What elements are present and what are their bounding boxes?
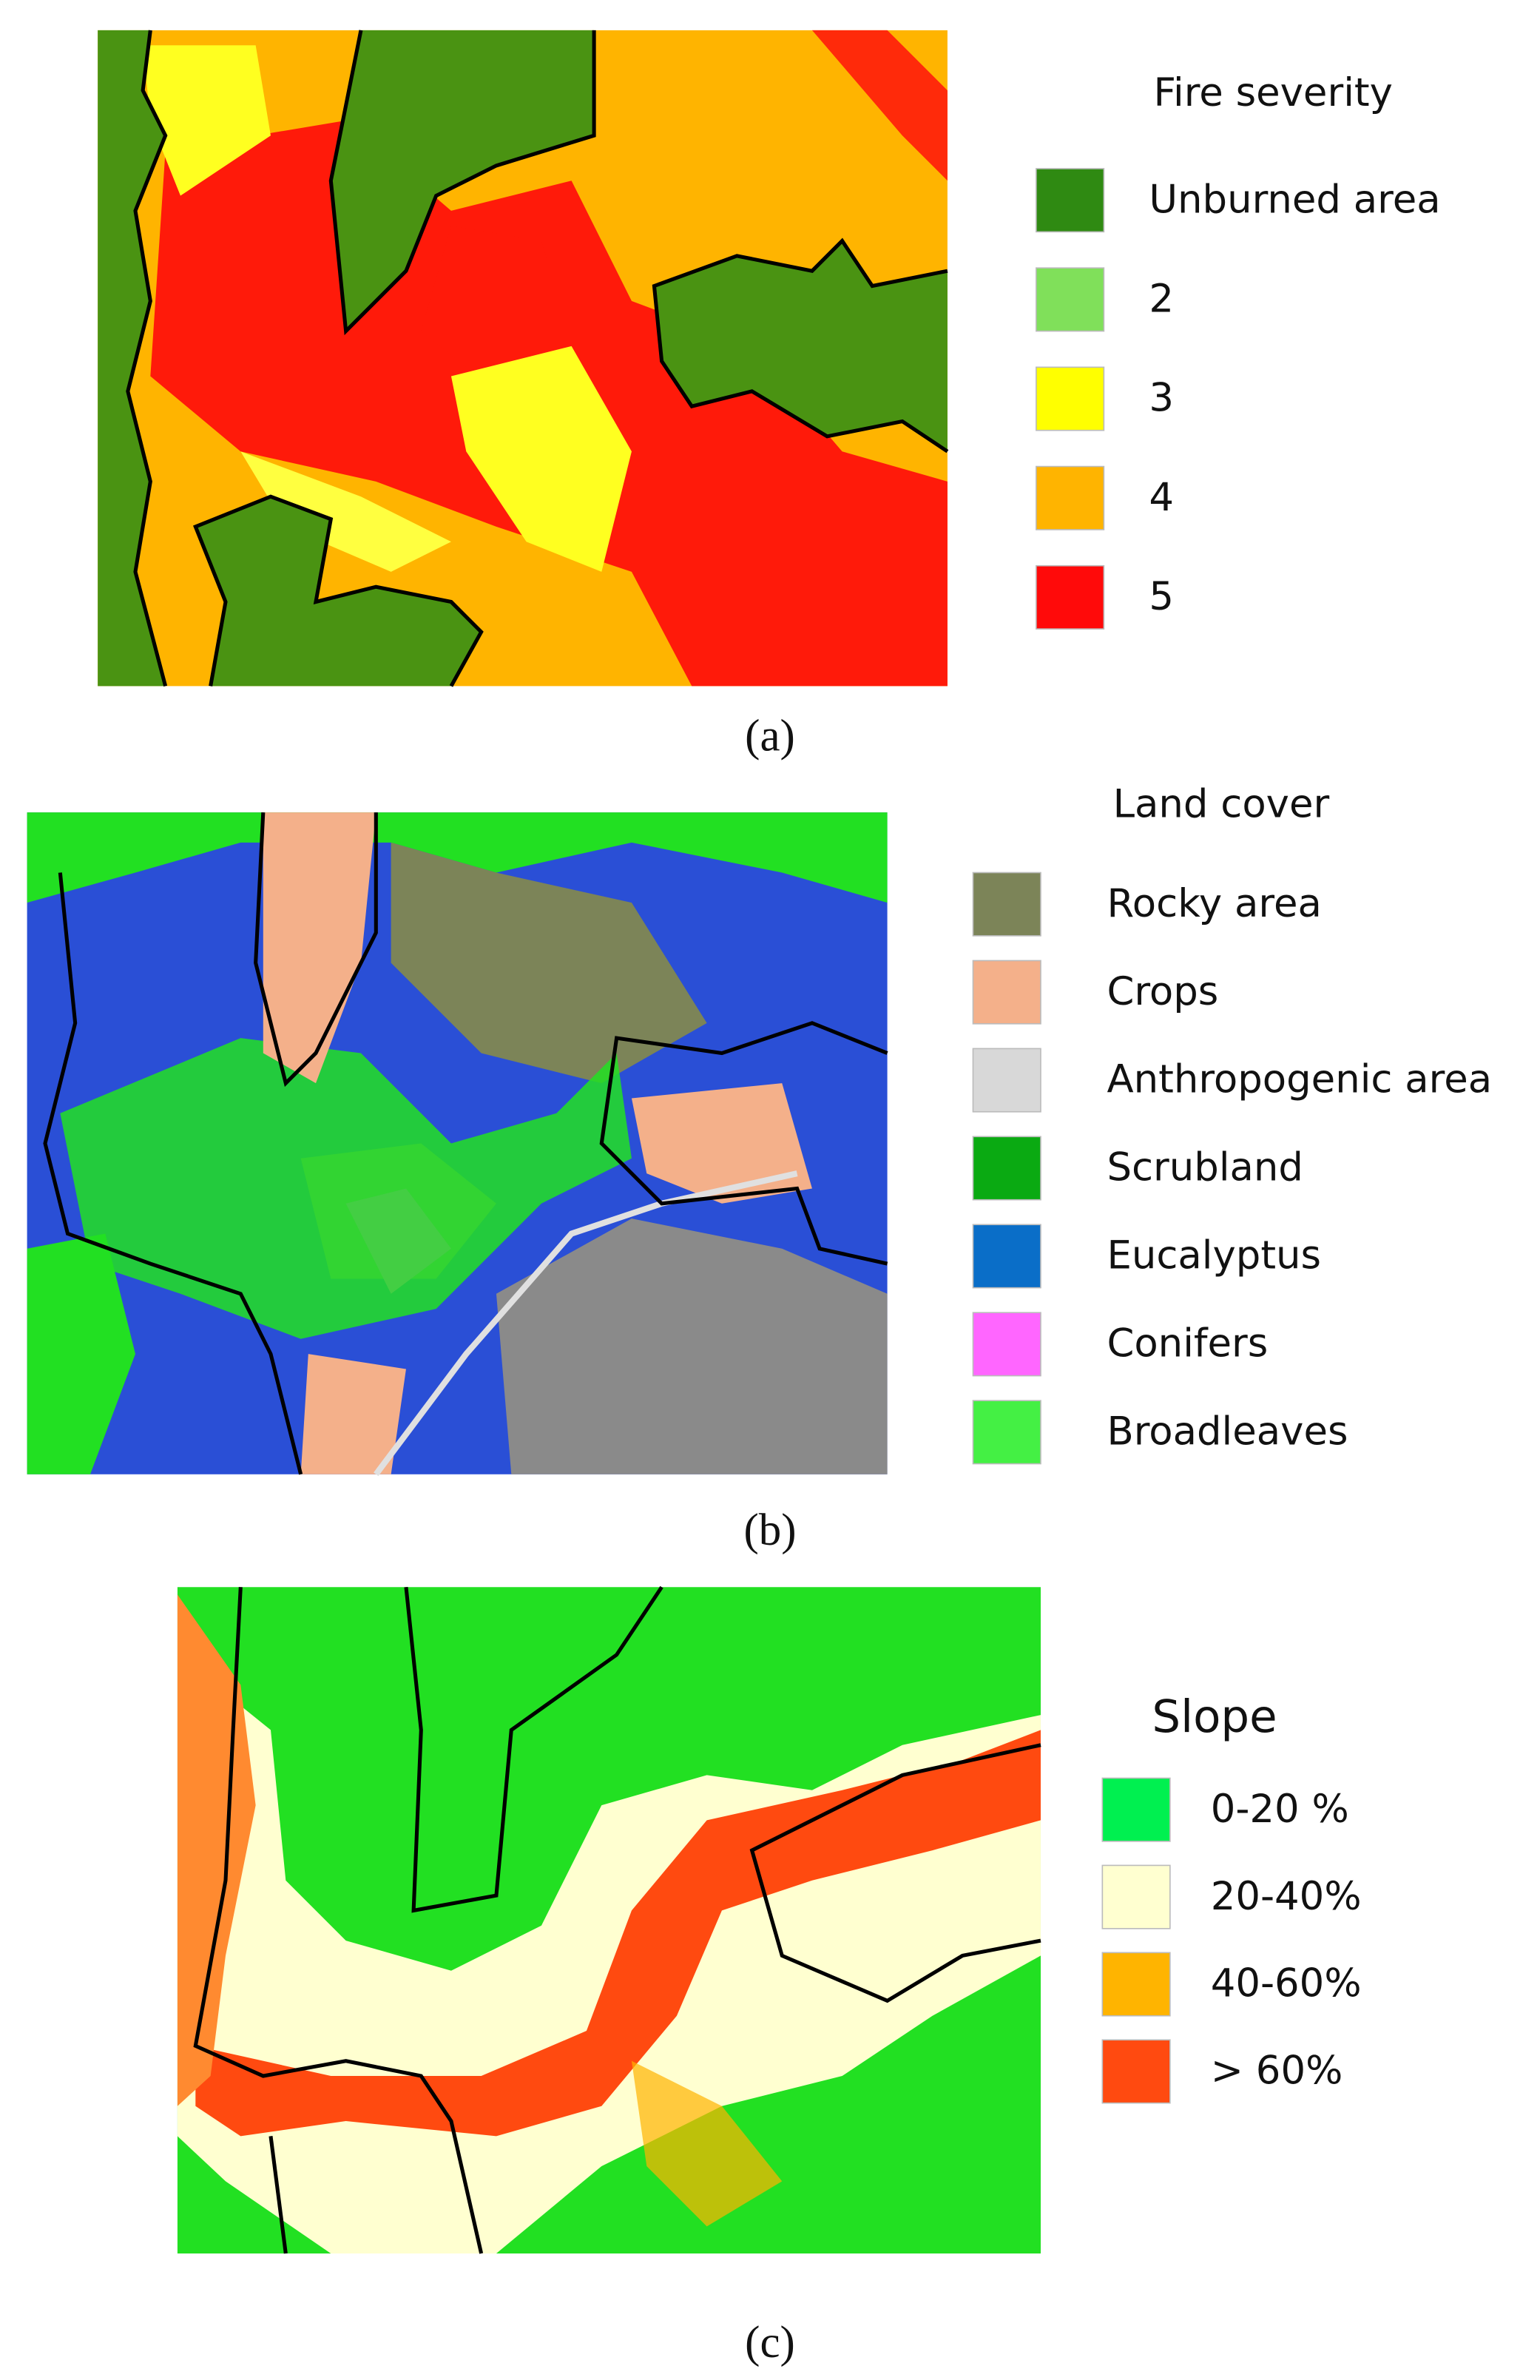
legend-label: Eucalyptus (1107, 1233, 1321, 1278)
legend-swatch (972, 1400, 1041, 1465)
land-cover-map (27, 812, 888, 1477)
legend-swatch (972, 960, 1041, 1025)
map-patch (195, 1730, 1041, 2137)
legend-swatch (972, 1312, 1041, 1377)
legend-label: Scrubland (1107, 1145, 1303, 1190)
map-patch (27, 1233, 135, 1474)
legend-swatch (972, 1048, 1041, 1113)
map-road (374, 1170, 798, 1477)
legend-swatch (1036, 168, 1105, 233)
legend-label: 0-20 % (1211, 1787, 1349, 1832)
map-patch (27, 812, 888, 903)
map-unburned (98, 30, 166, 687)
slope-map (177, 1585, 1041, 2254)
map-patch (391, 842, 707, 1084)
map-unburned (195, 496, 482, 687)
map-patch (300, 1354, 406, 1474)
map-patch (421, 226, 572, 391)
map-outline (652, 237, 949, 454)
map-patch (631, 2060, 783, 2227)
fire-severity-map (98, 30, 949, 687)
legend-label: Crops (1107, 969, 1218, 1014)
legend-label: Broadleaves (1107, 1409, 1348, 1454)
legend-label: Unburned area (1149, 177, 1440, 222)
legend-label: 4 (1149, 475, 1174, 520)
map-outline (404, 1585, 663, 1913)
caption: (c) (745, 2318, 795, 2367)
map-outline (749, 1743, 1041, 2003)
map-patch (263, 812, 376, 1084)
legend-swatch (1101, 2039, 1171, 2104)
legend-swatch (1036, 465, 1105, 530)
legend-label: 3 (1149, 376, 1174, 421)
legend-title: Slope (1152, 1690, 1277, 1743)
map-patch (496, 1218, 888, 1474)
map-outline (126, 30, 168, 687)
legend-label: Conifers (1107, 1321, 1268, 1366)
legend-label: 2 (1149, 277, 1174, 322)
legend-label: 5 (1149, 574, 1174, 619)
map-outline (254, 812, 378, 1088)
map-patch (60, 1038, 632, 1339)
legend-title: Land cover (1113, 782, 1330, 827)
legend-label: Rocky area (1107, 881, 1321, 926)
legend-swatch (1036, 564, 1105, 630)
legend-label: 40-60% (1211, 1961, 1362, 2006)
map-outline (43, 872, 303, 1475)
legend-swatch (972, 1136, 1041, 1201)
map-outline (193, 494, 484, 687)
legend-swatch (1036, 267, 1105, 332)
map-outline (599, 1021, 888, 1266)
legend-label: 20-40% (1211, 1874, 1362, 1919)
legend-swatch (1101, 1777, 1171, 1842)
map-unburned (654, 240, 948, 452)
map-patch (143, 45, 271, 196)
legend-swatch (972, 872, 1041, 937)
legend-swatch (1101, 1864, 1171, 1929)
legend-title: Fire severity (1153, 70, 1392, 115)
map-patch (450, 345, 632, 572)
caption: (b) (743, 1506, 796, 1555)
legend-swatch (972, 1224, 1041, 1289)
caption: (a) (745, 712, 795, 761)
map-outline (193, 1587, 484, 2254)
legend-label: > 60% (1211, 2049, 1343, 2094)
legend-swatch (1036, 366, 1105, 431)
map-patch (240, 451, 451, 572)
map-patch (177, 1594, 256, 2106)
legend-label: Anthropogenic area (1107, 1057, 1492, 1102)
legend-swatch (1101, 1952, 1171, 2017)
map-outline (269, 2136, 288, 2254)
map-patch (631, 30, 948, 181)
map-outline (328, 30, 596, 336)
map-patch (631, 1083, 812, 1204)
